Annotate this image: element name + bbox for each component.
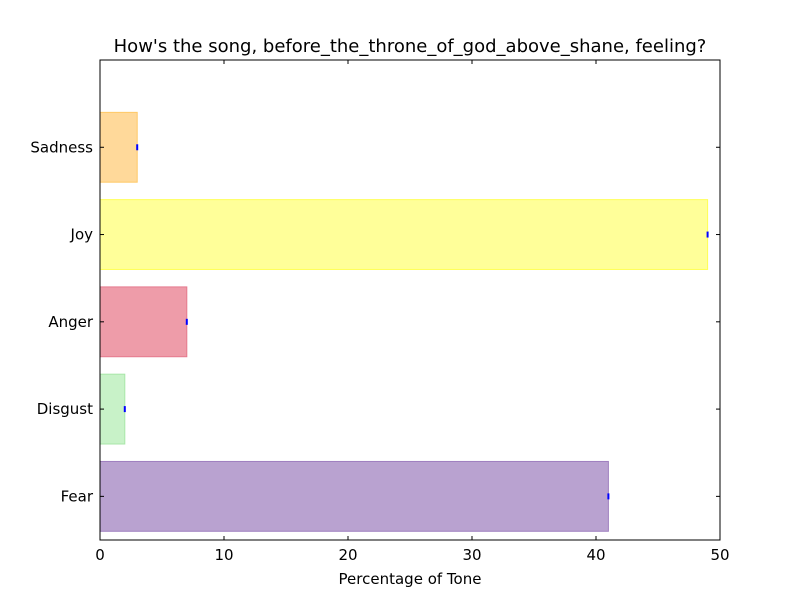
bars-group <box>99 111 709 532</box>
x-axis-label: Percentage of Tone <box>339 570 482 588</box>
x-tick-label-10: 10 <box>214 546 233 564</box>
y-tick-label-anger: Anger <box>48 313 94 331</box>
y-tick-label-sadness: Sadness <box>30 138 93 156</box>
chart-title: How's the song, before_the_throne_of_god… <box>114 36 707 57</box>
bar-sadness <box>99 111 138 183</box>
y-tick-label-fear: Fear <box>61 487 94 505</box>
x-tick-label-50: 50 <box>710 546 729 564</box>
y-tick-label-joy: Joy <box>70 226 94 244</box>
x-tick-label-40: 40 <box>586 546 605 564</box>
x-tick-label-0: 0 <box>95 546 105 564</box>
y-tick-label-disgust: Disgust <box>37 400 93 418</box>
x-tick-label-20: 20 <box>338 546 357 564</box>
x-tick-label-30: 30 <box>462 546 481 564</box>
bar-fear <box>99 460 609 532</box>
bar-anger <box>99 286 188 358</box>
ticks-group: Fear Disgust Anger Joy Sadness 0 10 20 30 40 50 <box>30 60 730 564</box>
bar-joy <box>99 199 709 270</box>
plot-frame <box>99 59 721 541</box>
